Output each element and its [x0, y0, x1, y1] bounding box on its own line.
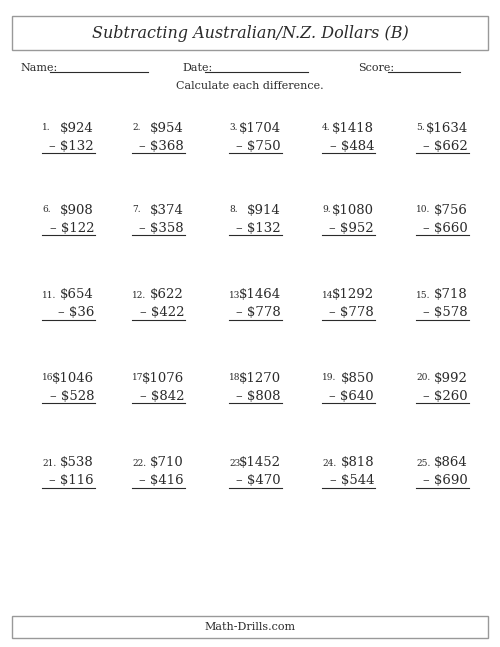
Text: – $578: – $578 [424, 307, 468, 320]
Text: $864: $864 [434, 457, 468, 470]
Text: $1704: $1704 [239, 122, 281, 135]
Text: $924: $924 [60, 122, 94, 135]
Text: $992: $992 [434, 371, 468, 384]
Text: – $660: – $660 [423, 221, 468, 234]
Text: $1452: $1452 [239, 457, 281, 470]
Text: 15.: 15. [416, 291, 430, 300]
Text: $622: $622 [150, 289, 184, 302]
Text: 3.: 3. [229, 124, 237, 133]
Text: – $470: – $470 [236, 474, 281, 487]
Text: $1418: $1418 [332, 122, 374, 135]
Text: – $528: – $528 [50, 389, 94, 402]
FancyBboxPatch shape [12, 16, 488, 50]
Text: 21.: 21. [42, 459, 56, 468]
Text: 17.: 17. [132, 373, 146, 382]
Text: $850: $850 [340, 371, 374, 384]
Text: – $842: – $842 [140, 389, 184, 402]
Text: 9.: 9. [322, 206, 330, 215]
Text: 11.: 11. [42, 291, 56, 300]
Text: – $132: – $132 [236, 221, 281, 234]
Text: $710: $710 [150, 457, 184, 470]
Text: 7.: 7. [132, 206, 140, 215]
Text: – $132: – $132 [50, 140, 94, 153]
Text: $1046: $1046 [52, 371, 94, 384]
Text: 22.: 22. [132, 459, 146, 468]
Text: 5.: 5. [416, 124, 425, 133]
Text: – $36: – $36 [58, 307, 94, 320]
Text: $818: $818 [340, 457, 374, 470]
Text: $538: $538 [60, 457, 94, 470]
Text: – $952: – $952 [330, 221, 374, 234]
Text: 19.: 19. [322, 373, 336, 382]
FancyBboxPatch shape [12, 616, 488, 638]
Text: Name:: Name: [20, 63, 57, 73]
Text: 16.: 16. [42, 373, 56, 382]
Text: $756: $756 [434, 204, 468, 217]
Text: – $808: – $808 [236, 389, 281, 402]
Text: $1270: $1270 [239, 371, 281, 384]
Text: $718: $718 [434, 289, 468, 302]
Text: 12.: 12. [132, 291, 146, 300]
Text: $1076: $1076 [142, 371, 184, 384]
Text: – $422: – $422 [140, 307, 184, 320]
Text: Calculate each difference.: Calculate each difference. [176, 81, 324, 91]
Text: – $640: – $640 [330, 389, 374, 402]
Text: 4.: 4. [322, 124, 330, 133]
Text: – $358: – $358 [140, 221, 184, 234]
Text: – $368: – $368 [139, 140, 184, 153]
Text: $374: $374 [150, 204, 184, 217]
Text: – $122: – $122 [50, 221, 94, 234]
Text: 2.: 2. [132, 124, 140, 133]
Text: 25.: 25. [416, 459, 430, 468]
Text: – $778: – $778 [329, 307, 374, 320]
Text: 1.: 1. [42, 124, 50, 133]
Text: 20.: 20. [416, 373, 430, 382]
Text: $1080: $1080 [332, 204, 374, 217]
Text: 23.: 23. [229, 459, 243, 468]
Text: – $484: – $484 [330, 140, 374, 153]
Text: – $778: – $778 [236, 307, 281, 320]
Text: 10.: 10. [416, 206, 430, 215]
Text: $1634: $1634 [426, 122, 468, 135]
Text: Subtracting Australian/N.Z. Dollars (B): Subtracting Australian/N.Z. Dollars (B) [92, 25, 408, 41]
Text: – $690: – $690 [423, 474, 468, 487]
Text: – $416: – $416 [140, 474, 184, 487]
Text: Date:: Date: [182, 63, 212, 73]
Text: – $544: – $544 [330, 474, 374, 487]
Text: – $260: – $260 [424, 389, 468, 402]
Text: – $662: – $662 [423, 140, 468, 153]
Text: 18.: 18. [229, 373, 244, 382]
Text: 14.: 14. [322, 291, 336, 300]
Text: $914: $914 [247, 204, 281, 217]
Text: 6.: 6. [42, 206, 50, 215]
Text: 8.: 8. [229, 206, 237, 215]
Text: $654: $654 [60, 289, 94, 302]
Text: Math-Drills.com: Math-Drills.com [204, 622, 296, 632]
Text: – $116: – $116 [50, 474, 94, 487]
Text: $954: $954 [150, 122, 184, 135]
Text: – $750: – $750 [236, 140, 281, 153]
Text: 13.: 13. [229, 291, 243, 300]
Text: $1464: $1464 [239, 289, 281, 302]
Text: Score:: Score: [358, 63, 394, 73]
Text: 24.: 24. [322, 459, 336, 468]
Text: $908: $908 [60, 204, 94, 217]
Text: $1292: $1292 [332, 289, 374, 302]
